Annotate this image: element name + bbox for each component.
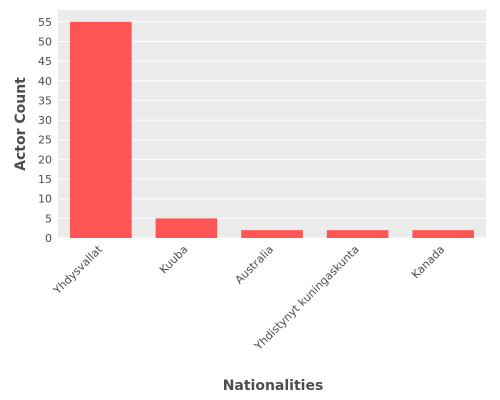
bar [155,218,218,238]
x-tick-label: Kanada [409,243,447,281]
y-tick-label: 35 [38,94,52,107]
y-tick-label: 40 [38,75,52,88]
bar [241,230,303,238]
x-tick-label: Australia [233,243,277,287]
bar [326,230,389,238]
bar [69,21,132,238]
y-tick-label: 55 [38,16,52,29]
y-tick-label: 15 [38,173,52,186]
y-tick-label: 5 [45,212,52,225]
y-tick-label: 20 [38,153,52,166]
bars [69,21,475,238]
y-tick-label: 25 [38,134,52,147]
y-tick-label: 45 [38,55,52,68]
x-tick-label: Yhdysvallat [50,242,105,297]
y-tick-label: 50 [38,35,52,48]
y-tick-label: 10 [38,193,52,206]
y-tick-labels: 0 5 10 15 20 25 30 35 40 45 50 55 [38,16,52,245]
y-tick-label: 0 [45,232,52,245]
y-axis-title: Actor Count [13,77,29,171]
x-tick-label: Kuuba [157,243,190,276]
x-axis-title: Nationalities [223,378,324,394]
bar [412,230,475,238]
y-tick-label: 30 [38,114,52,127]
